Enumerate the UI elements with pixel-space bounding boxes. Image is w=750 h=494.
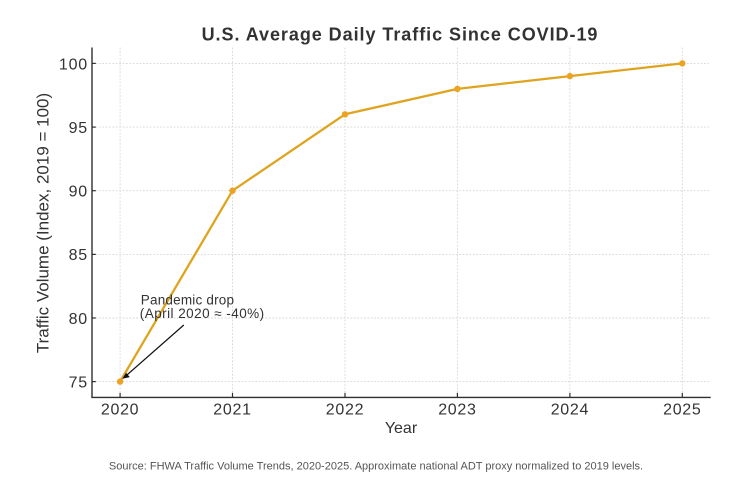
svg-text:(April 2020 ≈ -40%): (April 2020 ≈ -40%)	[140, 306, 265, 321]
svg-text:2024: 2024	[551, 402, 589, 419]
svg-text:Year: Year	[385, 420, 418, 437]
svg-text:2025: 2025	[663, 402, 701, 419]
svg-text:Pandemic drop: Pandemic drop	[141, 293, 234, 308]
svg-text:2021: 2021	[213, 402, 251, 419]
svg-text:2023: 2023	[438, 402, 476, 419]
svg-text:80: 80	[69, 311, 88, 328]
svg-text:2022: 2022	[326, 402, 364, 419]
svg-text:U.S. Average Daily Traffic Sin: U.S. Average Daily Traffic Since COVID-1…	[202, 25, 599, 45]
svg-text:85: 85	[69, 247, 88, 264]
svg-text:2020: 2020	[101, 402, 139, 419]
svg-text:Traffic Volume (Index, 2019 =: Traffic Volume (Index, 2019 = 100)	[33, 93, 52, 353]
svg-text:Source: FHWA Traffic Volume Tr: Source: FHWA Traffic Volume Trends, 2020…	[109, 460, 643, 472]
svg-text:75: 75	[69, 375, 88, 392]
svg-text:100: 100	[59, 56, 88, 73]
svg-text:90: 90	[69, 184, 88, 201]
svg-text:95: 95	[69, 120, 88, 137]
